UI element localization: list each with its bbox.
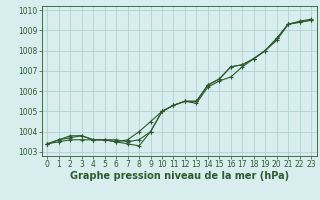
X-axis label: Graphe pression niveau de la mer (hPa): Graphe pression niveau de la mer (hPa) [70,171,289,181]
